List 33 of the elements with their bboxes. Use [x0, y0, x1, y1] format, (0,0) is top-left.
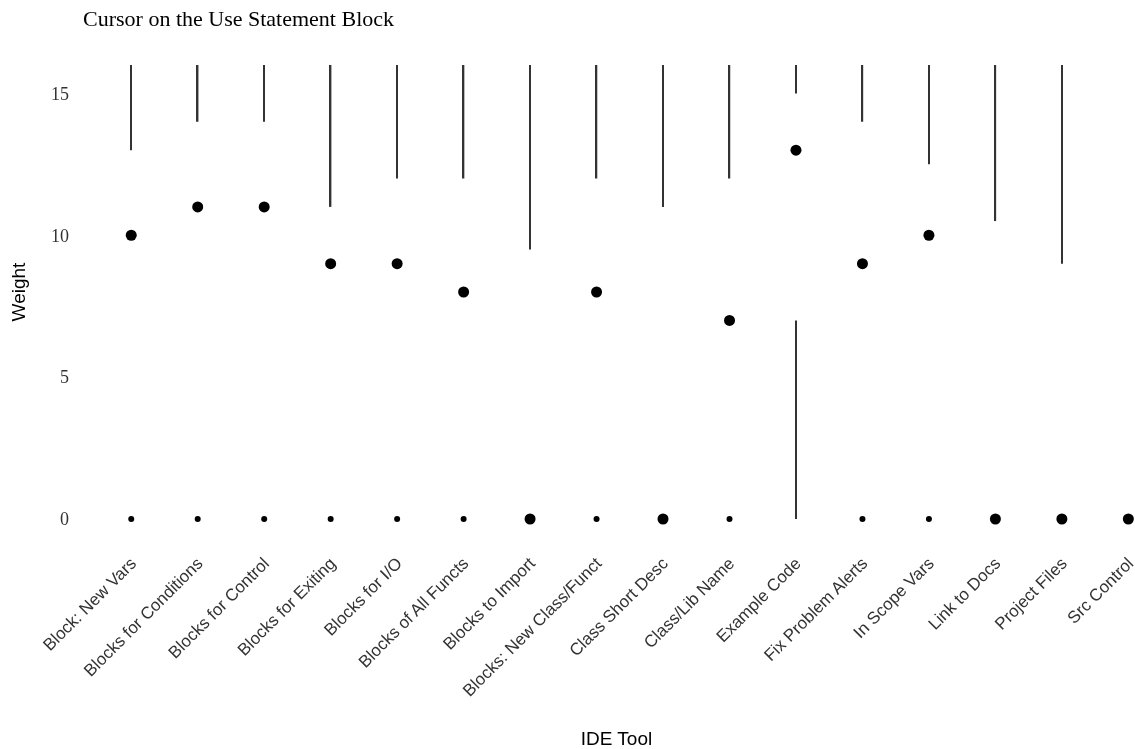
point — [325, 258, 337, 270]
point — [856, 258, 868, 270]
point — [790, 144, 802, 156]
point — [657, 513, 669, 525]
point — [989, 513, 1001, 525]
point — [258, 201, 270, 213]
point — [394, 516, 401, 522]
point — [125, 229, 137, 241]
point — [593, 516, 600, 522]
y-tick-label: 15 — [51, 83, 69, 104]
point — [261, 516, 268, 522]
y-tick-label: 0 — [60, 509, 69, 530]
chart-title: Cursor on the Use Statement Block — [83, 5, 395, 31]
y-axis-title: Weight — [7, 261, 29, 322]
point — [1122, 513, 1134, 525]
point — [192, 201, 204, 213]
x-axis-title: IDE Tool — [580, 728, 653, 749]
point — [524, 513, 536, 525]
point — [460, 516, 467, 522]
point — [724, 314, 736, 326]
point — [128, 516, 135, 522]
point — [327, 516, 334, 522]
point — [923, 229, 935, 241]
point — [458, 286, 470, 298]
point — [591, 286, 603, 298]
point — [925, 516, 932, 522]
point — [726, 516, 733, 522]
y-tick-label: 5 — [60, 367, 69, 388]
point — [859, 516, 866, 522]
point — [1056, 513, 1068, 525]
point — [194, 516, 201, 522]
point — [391, 258, 403, 270]
y-tick-label: 10 — [51, 225, 69, 246]
